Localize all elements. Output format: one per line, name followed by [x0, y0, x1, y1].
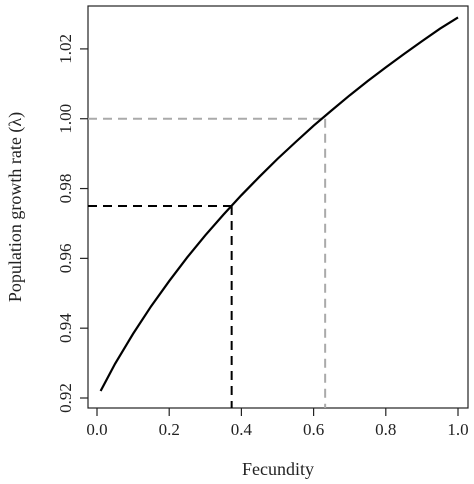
x-axis-ticks: 0.0 0.2 0.4 0.6 0.8 1.0	[86, 408, 469, 439]
y-tick-label: 0.94	[56, 313, 75, 343]
y-tick-label: 0.98	[56, 174, 75, 204]
x-tick-label: 1.0	[447, 420, 468, 439]
x-tick-label: 0.6	[303, 420, 324, 439]
y-axis-label: Population growth rate (λ)	[5, 112, 26, 302]
x-tick-label: 0.2	[159, 420, 180, 439]
y-tick-label: 0.96	[56, 243, 75, 273]
x-axis-label: Fecundity	[242, 459, 314, 479]
y-tick-label: 1.00	[56, 104, 75, 134]
x-tick-label: 0.0	[86, 420, 107, 439]
y-tick-label: 0.92	[56, 383, 75, 413]
y-tick-label: 1.02	[56, 34, 75, 64]
y-axis-ticks: 0.92 0.94 0.96 0.98 1.00 1.02	[56, 34, 88, 413]
x-tick-label: 0.8	[375, 420, 396, 439]
series-line	[99, 16, 459, 392]
plot-frame	[87, 5, 469, 409]
x-tick-label: 0.4	[231, 420, 253, 439]
reference-lines	[88, 117, 327, 408]
